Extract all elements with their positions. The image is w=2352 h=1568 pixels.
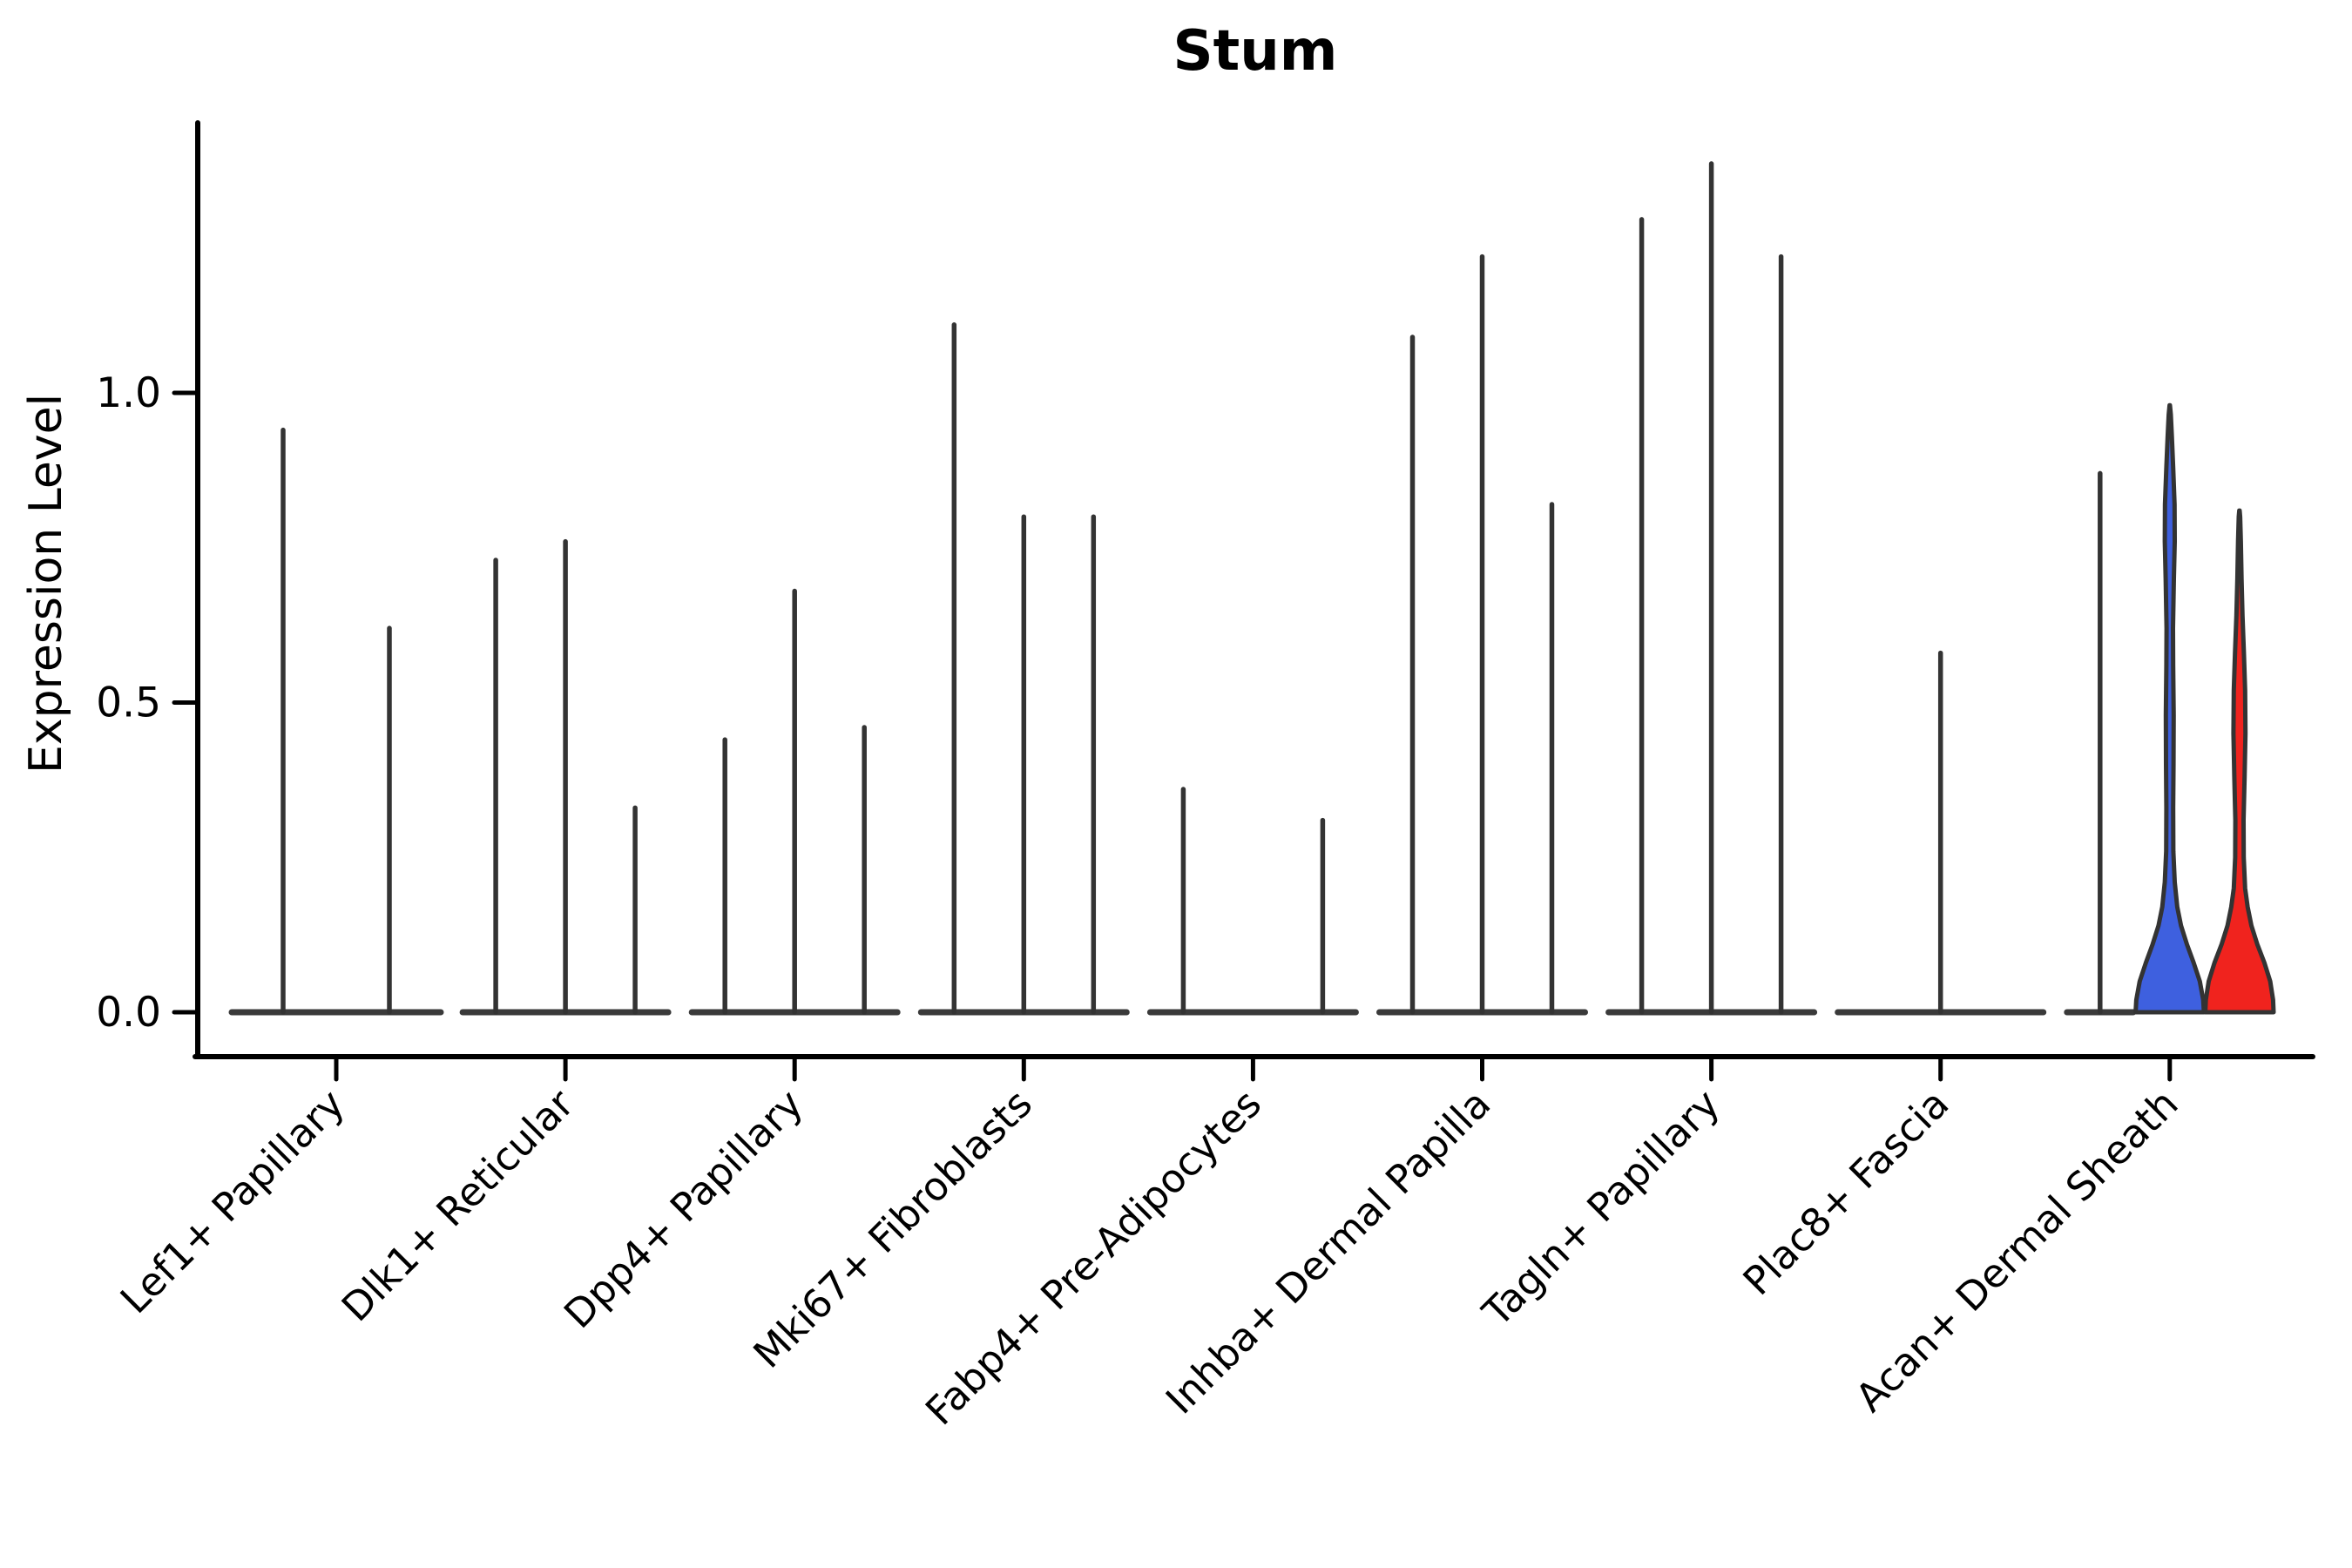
x-tick-label: Dlk1+ Reticular bbox=[333, 1080, 583, 1330]
chart-title: Stum bbox=[1173, 19, 1338, 84]
y-tick-label: 1.0 bbox=[96, 369, 161, 417]
y-axis-label: Expression Level bbox=[20, 394, 72, 774]
x-tick-label: Plac8+ Fascia bbox=[1734, 1080, 1958, 1304]
y-tick-label: 0.0 bbox=[96, 989, 161, 1037]
violin-filled bbox=[2203, 508, 2276, 1015]
violin-filled bbox=[2133, 402, 2207, 1015]
x-tick-label: Dpp4+ Papillary bbox=[555, 1080, 812, 1337]
y-tick-label: 0.5 bbox=[96, 679, 161, 727]
x-tick-label: Tagln+ Papillary bbox=[1473, 1080, 1728, 1335]
x-tick-label: Lef1+ Papillary bbox=[112, 1080, 354, 1322]
